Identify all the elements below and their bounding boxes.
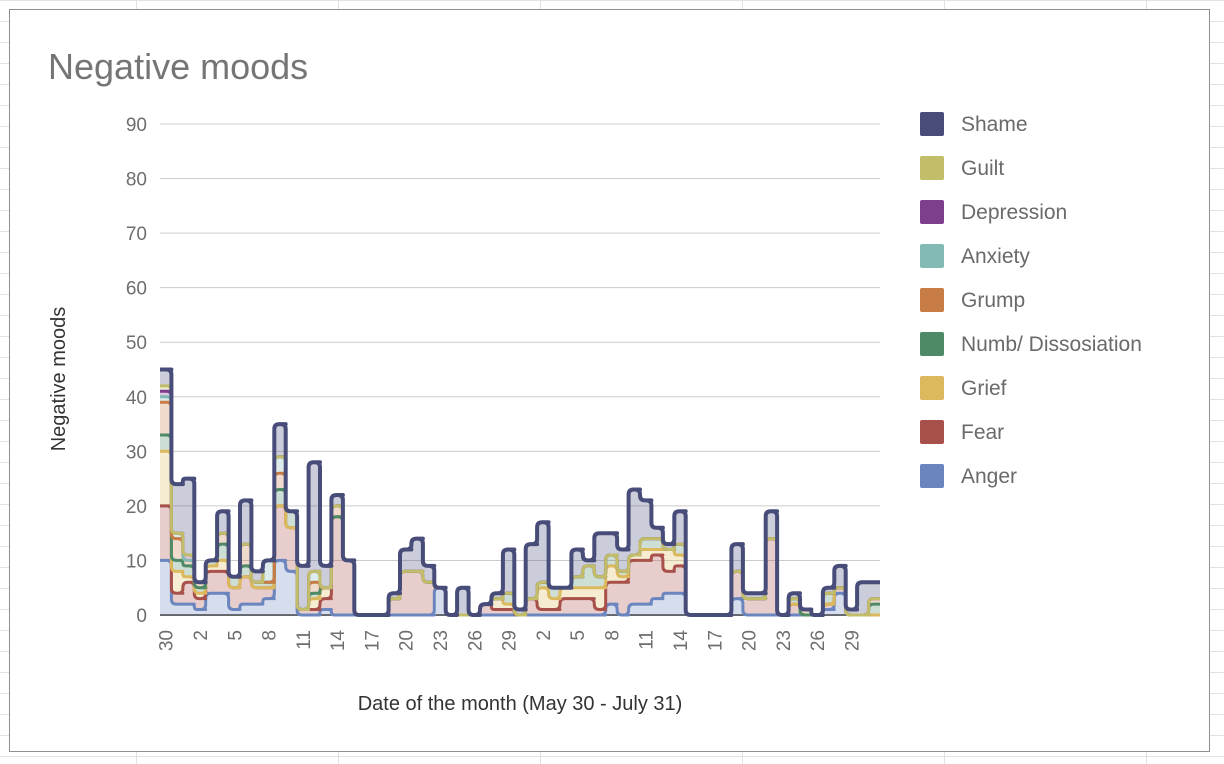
legend-item-numb-dissosiation: Numb/ Dissosiation: [920, 332, 1142, 356]
x-tick-label: 23: [431, 630, 452, 651]
legend-swatch: [920, 332, 944, 356]
x-tick-label: 26: [465, 630, 486, 651]
y-axis-title: Negative moods: [48, 307, 70, 452]
legend-swatch: [920, 376, 944, 400]
x-tick-label: 11: [637, 630, 658, 650]
y-tick-label: 50: [126, 333, 147, 354]
legend-label: Grief: [961, 377, 1007, 400]
x-axis-title: Date of the month (May 30 - July 31): [358, 693, 683, 715]
x-tick-label: 5: [568, 630, 589, 641]
x-tick-label: 29: [500, 630, 521, 651]
x-tick-label: 8: [602, 630, 623, 641]
x-tick-label: 14: [328, 630, 349, 652]
x-tick-label: 11: [294, 630, 315, 650]
legend-item-grump: Grump: [920, 288, 1025, 312]
x-tick-label: 23: [774, 630, 795, 651]
legend-label: Guilt: [961, 157, 1004, 180]
legend-swatch: [920, 464, 944, 488]
area-fills: [160, 369, 880, 615]
legend-item-guilt: Guilt: [920, 156, 1004, 180]
area-anger: [160, 560, 846, 615]
legend-swatch: [920, 420, 944, 444]
legend-label: Anger: [961, 465, 1017, 488]
y-tick-label: 90: [126, 115, 147, 136]
chart-card: Negative moods 0 10 20 30 40 50 60 70 80 90 30 2 5 8…: [9, 9, 1210, 752]
chart-title: Negative moods: [48, 46, 308, 87]
chart-svg: Negative moods 0 10 20 30 40 50 60 70 80 90 30 2 5 8…: [48, 46, 1142, 715]
x-tick-label: 2: [534, 630, 555, 641]
x-tick-label: 17: [705, 630, 726, 651]
x-tick-label: 30: [157, 630, 178, 651]
x-tick-label: 29: [842, 630, 863, 651]
legend-label: Shame: [961, 113, 1028, 136]
x-tick-label: 2: [191, 630, 212, 641]
line-shame: [160, 367, 880, 617]
x-tick-label: 20: [397, 630, 418, 651]
legend-item-shame: Shame: [920, 112, 1028, 136]
x-tick-label: 20: [740, 630, 761, 651]
legend-item-anxiety: Anxiety: [920, 244, 1030, 268]
x-tick-label: 8: [260, 630, 281, 641]
legend-swatch: [920, 288, 944, 312]
legend-item-depression: Depression: [920, 200, 1067, 224]
series-lines: [160, 367, 880, 617]
legend-item-grief: Grief: [920, 376, 1007, 400]
legend-item-anger: Anger: [920, 464, 1017, 488]
y-tick-label: 80: [126, 170, 147, 191]
x-axis-ticks: 30 2 5 8 11 14 17 20 23 26 29 2 5 8 11 14 17 20 23 26 29: [157, 630, 864, 652]
legend: Shame Guilt Depression Anxiety Grump Numb/ Di…: [920, 112, 1142, 488]
y-tick-label: 30: [126, 442, 147, 463]
legend-swatch: [920, 200, 944, 224]
legend-item-fear: Fear: [920, 420, 1004, 444]
y-tick-label: 60: [126, 279, 147, 300]
legend-swatch: [920, 112, 944, 136]
legend-label: Numb/ Dissosiation: [961, 333, 1142, 356]
y-axis-ticks: 0 10 20 30 40 50 60 70 80 90: [126, 115, 147, 627]
y-tick-label: 40: [126, 388, 147, 409]
y-tick-label: 20: [126, 497, 147, 518]
legend-label: Depression: [961, 201, 1067, 224]
legend-swatch: [920, 244, 944, 268]
y-tick-label: 70: [126, 224, 147, 245]
x-tick-label: 5: [225, 630, 246, 641]
x-tick-label: 26: [808, 630, 829, 651]
x-tick-label: 14: [671, 630, 692, 652]
x-tick-label: 17: [362, 630, 383, 651]
legend-label: Grump: [961, 289, 1025, 312]
y-tick-label: 10: [126, 551, 147, 572]
legend-swatch: [920, 156, 944, 180]
legend-label: Anxiety: [961, 245, 1030, 268]
y-tick-label: 0: [136, 606, 147, 627]
legend-label: Fear: [961, 421, 1004, 444]
